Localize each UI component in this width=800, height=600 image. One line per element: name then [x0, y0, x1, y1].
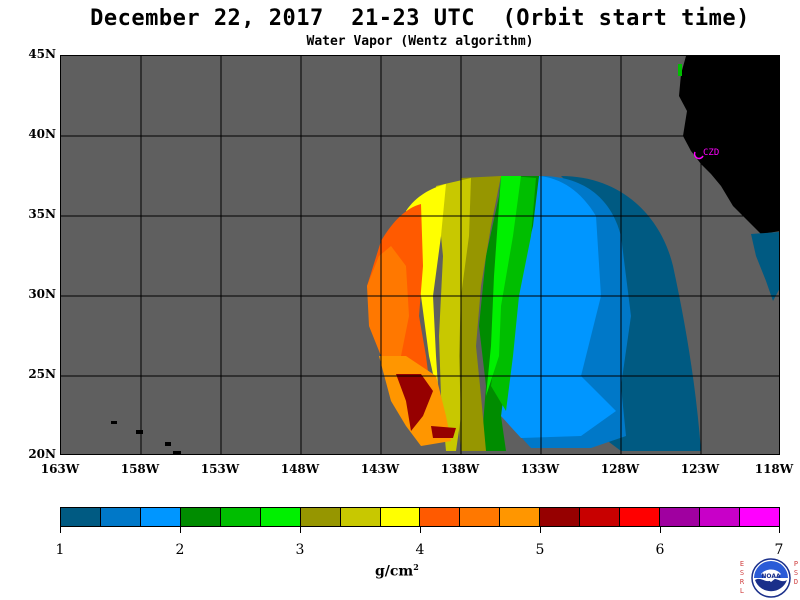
color-scale-segment [620, 508, 661, 526]
color-scale-tick [660, 527, 661, 533]
color-scale-tick-label: 5 [535, 542, 545, 558]
color-scale-tick-label: 7 [774, 542, 784, 558]
longitude-label: 143W [360, 462, 400, 476]
color-scale-tick-label: 6 [655, 542, 665, 558]
color-scale-tick [60, 527, 61, 533]
color-scale-bar [60, 507, 780, 527]
logo-letter: L [739, 587, 745, 595]
latitude-label: 40N [28, 127, 56, 141]
color-scale-segment [180, 508, 221, 526]
color-scale-segment [220, 508, 261, 526]
color-scale-segment [100, 508, 141, 526]
units-label: g/cm2 [375, 562, 419, 580]
longitude-label: 123W [680, 462, 720, 476]
color-scale-segment [500, 508, 541, 526]
swath-band-5 [491, 176, 536, 411]
longitude-label: 148W [280, 462, 320, 476]
map-subtitle: Water Vapor (Wentz algorithm) [306, 34, 534, 49]
color-scale-segment [660, 508, 700, 526]
units-exponent: 2 [413, 562, 419, 572]
color-scale-tick [420, 527, 421, 533]
logo-letter: S [739, 569, 745, 577]
logo-letter: R [739, 578, 745, 586]
color-scale-segment [380, 508, 421, 526]
longitude-label: 153W [200, 462, 240, 476]
color-scale-segment [460, 508, 501, 526]
color-scale-segment [260, 508, 301, 526]
color-scale-tick [779, 527, 780, 533]
swath-band-14 [431, 426, 456, 438]
logo-letter: E [739, 560, 745, 568]
longitude-label: 133W [520, 462, 560, 476]
west-coast-land [679, 56, 779, 234]
longitude-label: 163W [40, 462, 80, 476]
station-label: CZD [703, 148, 719, 158]
latitude-label: 20N [28, 447, 56, 461]
water-vapor-map: CZD [60, 55, 780, 455]
czd-station-marker: CZD [693, 148, 719, 160]
logo-letter: D [793, 578, 799, 586]
noaa-logo-icon: NOAA [751, 558, 791, 598]
color-scale-tick-label: 4 [415, 542, 425, 558]
logo-letter: S [793, 569, 799, 577]
longitude-label: 138W [440, 462, 480, 476]
color-scale-segment [700, 508, 740, 526]
longitude-label: 118W [754, 462, 794, 476]
hawaii-islands [111, 421, 181, 454]
color-scale-segment [739, 508, 779, 526]
color-scale-segment [340, 508, 381, 526]
latitude-label: 25N [28, 367, 56, 381]
swath-band-6 [486, 176, 521, 396]
color-scale-segment [61, 508, 101, 526]
latitude-label: 45N [28, 47, 56, 61]
latitude-label: 30N [28, 287, 56, 301]
water-vapor-swath [367, 176, 701, 451]
svg-text:NOAA: NOAA [761, 573, 781, 580]
color-scale-segment [420, 508, 461, 526]
map-canvas: CZD [61, 56, 779, 454]
swath-band-8 [436, 178, 471, 451]
lat-lon-grid [61, 56, 779, 454]
logo-letter: P [793, 560, 799, 568]
longitude-label: 158W [120, 462, 160, 476]
color-scale-tick-label: 3 [295, 542, 305, 558]
color-scale-tick-label: 1 [55, 542, 65, 558]
color-scale-tick [180, 527, 181, 533]
latitude-label: 35N [28, 207, 56, 221]
color-scale-segment [580, 508, 621, 526]
units-text: g/cm [375, 563, 414, 580]
color-scale-segment [540, 508, 581, 526]
color-scale-segment [300, 508, 341, 526]
swath-band-13 [396, 374, 433, 431]
color-scale-tick-label: 2 [175, 542, 185, 558]
longitude-label: 128W [600, 462, 640, 476]
color-scale-tick [540, 527, 541, 533]
land-green-pixel [678, 64, 682, 76]
swath-band-1 [561, 176, 701, 451]
map-title: December 22, 2017 21-23 UTC (Orbit start… [90, 6, 750, 31]
color-scale-tick [300, 527, 301, 533]
color-scale-segment [140, 508, 181, 526]
swath-band-11 [367, 246, 409, 386]
baja-strip [751, 232, 779, 301]
